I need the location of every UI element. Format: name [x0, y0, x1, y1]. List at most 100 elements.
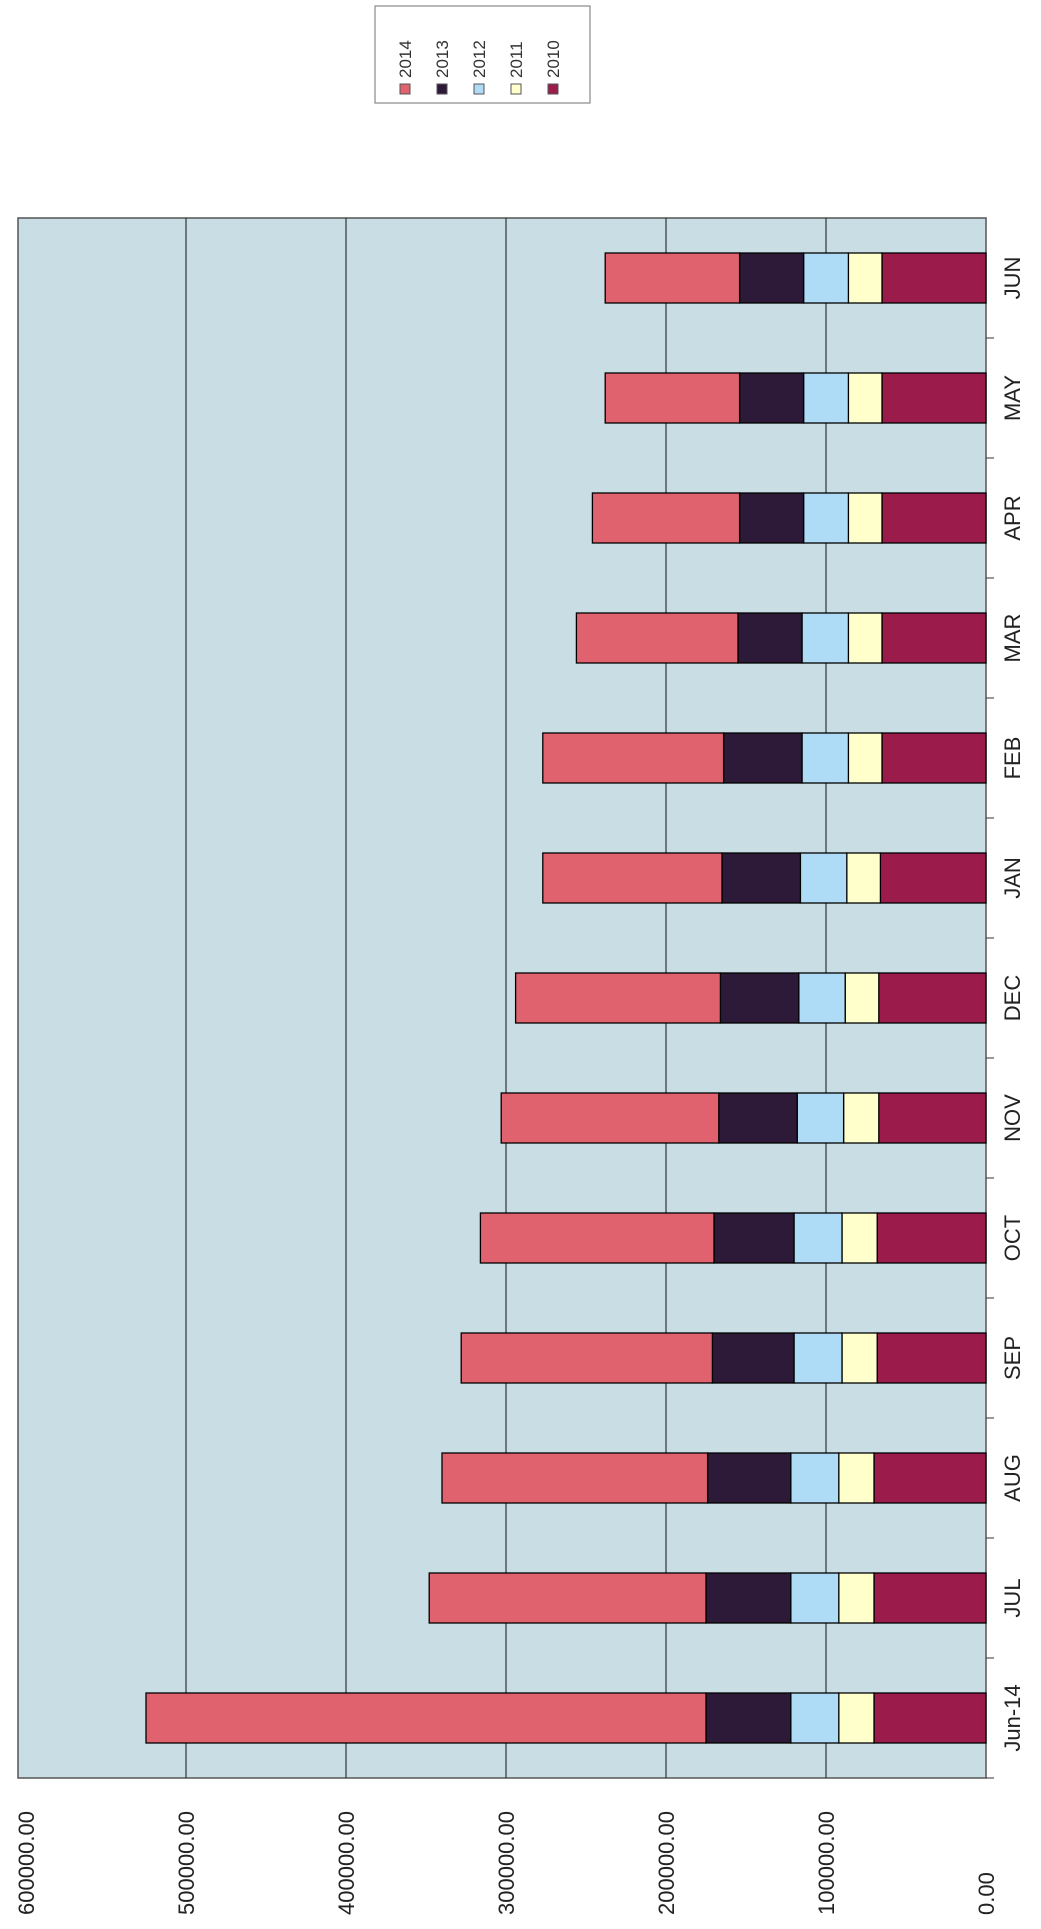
legend-label-2014: 2014 — [396, 40, 415, 78]
bars — [145, 252, 994, 1779]
bar-segment-2011-mar — [847, 612, 883, 664]
bar-segment-2012-jul — [790, 1572, 840, 1624]
category-label: OCT — [1000, 1215, 1025, 1261]
legend-label-2013: 2013 — [433, 40, 452, 78]
bar-segment-2011-feb — [847, 732, 883, 784]
category-label: JUL — [1000, 1578, 1025, 1617]
legend-label-2012: 2012 — [470, 40, 489, 78]
category-label: DEC — [1000, 975, 1025, 1022]
bar-segment-2014-jun-14 — [145, 1692, 707, 1744]
legend-label-2011: 2011 — [507, 41, 526, 78]
bar-segment-2012-nov — [796, 1092, 845, 1144]
bar-segment-2011-aug — [838, 1452, 875, 1504]
bar-segment-2010-oct — [876, 1212, 987, 1264]
bar-segment-2010-nov — [878, 1092, 987, 1144]
y-tick-label: 300000.00 — [494, 1811, 519, 1915]
bar-segment-2014-feb — [542, 732, 725, 784]
bar-segment-2012-feb — [801, 732, 850, 784]
bar-segment-2011-jul — [838, 1572, 875, 1624]
bar-segment-2014-aug — [441, 1452, 709, 1504]
category-label: FEB — [1000, 737, 1025, 780]
bar-segment-2010-jan — [879, 852, 987, 904]
y-tick-label: 600000.00 — [14, 1811, 39, 1915]
bar-segment-2014-sep — [460, 1332, 714, 1384]
bar-segment-2011-sep — [841, 1332, 878, 1384]
y-tick-label: 200000.00 — [654, 1811, 679, 1915]
legend-swatch-2012 — [473, 83, 485, 95]
bar-segment-2014-jul — [428, 1572, 707, 1624]
bar-segment-2010-dec — [878, 972, 987, 1024]
bar-segment-2014-apr — [591, 492, 741, 544]
bar-segment-2011-jun — [847, 252, 883, 304]
bar-segment-2011-apr — [847, 492, 883, 544]
bar-segment-2011-nov — [842, 1092, 880, 1144]
bar-segment-2013-nov — [718, 1092, 798, 1144]
bar-segment-2012-jun — [802, 252, 850, 304]
bar-segment-2012-sep — [793, 1332, 843, 1384]
bar-segment-2011-oct — [841, 1212, 878, 1264]
bar-segment-2013-aug — [706, 1452, 792, 1504]
bar-segment-2012-may — [802, 372, 850, 424]
bar-segment-2013-mar — [737, 612, 803, 664]
category-label: JAN — [1000, 857, 1025, 899]
bar-segment-2010-apr — [881, 492, 987, 544]
y-axis-ticks: 0.00 100000.00 200000.00 300000.00 400000.00… — [14, 1811, 999, 1915]
bar-segment-2010-jul — [873, 1572, 987, 1624]
category-label: AUG — [1000, 1454, 1025, 1502]
y-tick-label: 400000.00 — [334, 1811, 359, 1915]
category-label: NOV — [1000, 1094, 1025, 1142]
bar-segment-2014-oct — [479, 1212, 715, 1264]
bar-segment-2013-may — [738, 372, 805, 424]
bar-segment-2014-mar — [575, 612, 739, 664]
bar-segment-2013-dec — [719, 972, 800, 1024]
category-label: JUN — [1000, 257, 1025, 300]
bar-segment-2011-dec — [844, 972, 880, 1024]
bar-segment-2010-jun-14 — [873, 1692, 987, 1744]
bar-segment-2012-oct — [793, 1212, 843, 1264]
bar-segment-2010-jun — [881, 252, 987, 304]
bar-segment-2011-jun-14 — [838, 1692, 875, 1744]
bar-segment-2012-mar — [801, 612, 850, 664]
bar-segment-2013-jan — [721, 852, 802, 904]
bar-segment-2014-jun — [604, 252, 741, 304]
bar-segment-2013-feb — [722, 732, 803, 784]
bar-segment-2012-aug — [790, 1452, 840, 1504]
bar-segment-2012-dec — [798, 972, 846, 1024]
legend: 2014 2013 2012 2011 2010 — [374, 5, 591, 104]
bar-segment-2013-jun-14 — [705, 1692, 792, 1744]
category-label: MAR — [1000, 614, 1025, 663]
bar-segment-2013-sep — [711, 1332, 795, 1384]
bar-segment-2014-dec — [514, 972, 722, 1024]
bar-segment-2013-jun — [738, 252, 805, 304]
bar-segment-2010-feb — [881, 732, 987, 784]
bar-segment-2010-aug — [873, 1452, 987, 1504]
category-label: APR — [1000, 495, 1025, 540]
bar-segment-2012-jun-14 — [790, 1692, 840, 1744]
y-tick-label: 100000.00 — [814, 1811, 839, 1915]
bar-segment-2012-apr — [802, 492, 850, 544]
legend-label-2010: 2010 — [544, 40, 563, 78]
bar-segment-2011-may — [847, 372, 883, 424]
bar-segment-2013-jul — [705, 1572, 792, 1624]
bar-segment-2014-jan — [542, 852, 723, 904]
legend-swatch-2014 — [399, 83, 411, 95]
bar-segment-2013-oct — [713, 1212, 795, 1264]
category-label: MAY — [1000, 375, 1025, 421]
bar-segment-2013-apr — [738, 492, 805, 544]
bar-segment-2010-mar — [881, 612, 987, 664]
category-label: Jun-14 — [1000, 1684, 1025, 1751]
y-tick-label: 500000.00 — [174, 1811, 199, 1915]
bar-segment-2010-sep — [876, 1332, 987, 1384]
bar-segment-2014-nov — [500, 1092, 720, 1144]
y-tick-label: 0.00 — [974, 1872, 999, 1915]
bar-segment-2014-may — [604, 372, 741, 424]
legend-swatch-2010 — [547, 83, 559, 95]
legend-swatch-2011 — [510, 83, 522, 95]
legend-swatch-2013 — [436, 83, 448, 95]
category-labels: Jun-14 JUL AUG SEP OCT NOV DEC JAN FEB MAR APR MAY J… — [1000, 257, 1025, 1752]
bar-segment-2010-may — [881, 372, 987, 424]
bar-segment-2011-jan — [846, 852, 882, 904]
bar-segment-2012-jan — [799, 852, 848, 904]
category-label: SEP — [1000, 1336, 1025, 1380]
